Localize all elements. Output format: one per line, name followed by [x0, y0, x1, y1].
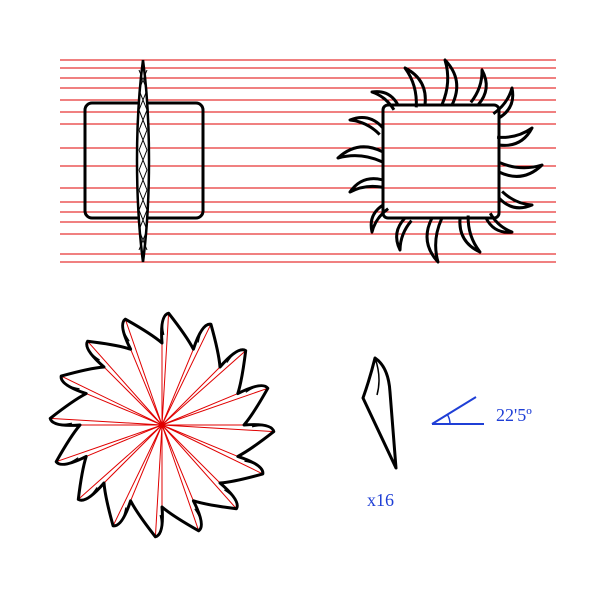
square-tooth	[348, 177, 385, 194]
lattice-line	[138, 169, 148, 191]
radial-line	[161, 387, 268, 426]
angle-icon	[431, 396, 484, 425]
tooth-hook-line	[251, 425, 275, 432]
radial-line	[56, 424, 163, 463]
square-tooth	[403, 66, 427, 108]
radial-line	[161, 424, 274, 433]
tooth-hook-line	[113, 507, 127, 527]
tooth-hook-line	[77, 487, 98, 502]
radial-line	[50, 417, 163, 426]
radial-line	[103, 366, 163, 426]
square-tooth	[458, 215, 482, 254]
lattice-line	[138, 129, 148, 151]
tooth-hook-line	[224, 489, 239, 510]
square-tooth	[484, 212, 514, 234]
radial-line	[161, 424, 264, 475]
radial-line	[161, 393, 238, 426]
angle-label: 22'5º	[496, 405, 532, 425]
square-tooth	[492, 86, 515, 120]
radial-line	[161, 424, 200, 531]
panel-rect-and-blade	[60, 59, 300, 263]
radial-line	[86, 393, 163, 426]
toothed-square-body	[381, 103, 501, 220]
radial-line	[161, 323, 212, 426]
radial-line	[124, 319, 163, 426]
radial-line	[103, 424, 163, 484]
radial-line	[161, 366, 221, 426]
radial-line	[161, 424, 221, 484]
radial-line	[154, 424, 163, 537]
square-teeth	[336, 58, 544, 264]
blade-lattice	[138, 69, 148, 251]
tooth-hook-line	[155, 514, 162, 538]
radial-lines	[50, 313, 274, 537]
square-tooth	[425, 217, 443, 264]
count-label: x16	[367, 490, 394, 510]
tooth-hook-line	[226, 348, 247, 363]
radial-line	[112, 424, 163, 527]
lattice-line	[138, 189, 148, 211]
tooth-hook-line	[49, 418, 73, 425]
tooth-hook-line	[60, 376, 80, 390]
lattice-line	[138, 69, 148, 91]
tooth-hook-line	[197, 323, 211, 343]
tooth-hook-line	[85, 340, 100, 361]
lattice-line	[138, 229, 148, 251]
radial-line	[77, 424, 163, 500]
single-tooth-hook	[374, 357, 380, 396]
guide-lines-left	[60, 59, 300, 263]
square-tooth	[395, 216, 413, 252]
lattice-line	[138, 149, 148, 171]
square-tooth	[369, 203, 390, 234]
square-tooth	[498, 161, 544, 178]
radial-line	[86, 424, 163, 457]
radial-line	[161, 424, 237, 510]
radial-line	[130, 349, 163, 426]
tooth-hook-line	[194, 508, 203, 532]
tooth-hook-line	[244, 460, 264, 474]
saw-tooth-hooks	[49, 312, 275, 538]
tooth-hook-line	[55, 457, 79, 466]
radial-line	[161, 350, 247, 426]
square-tooth	[348, 116, 385, 136]
radial-line	[161, 349, 194, 426]
radial-line	[87, 340, 163, 426]
panel-single-tooth: 22'5º x16	[361, 356, 532, 510]
panel-toothed-square	[300, 58, 556, 264]
lattice-line	[138, 89, 148, 111]
panel-saw-blade	[48, 311, 276, 539]
radial-line	[161, 313, 170, 426]
square-tooth	[370, 90, 400, 111]
square-tooth	[497, 190, 534, 210]
square-tooth	[336, 145, 384, 164]
square-tooth	[440, 58, 459, 106]
radial-line	[161, 424, 238, 457]
radial-line	[161, 424, 194, 501]
square-tooth	[469, 68, 488, 106]
lattice-line	[138, 109, 148, 131]
radial-line	[60, 375, 163, 426]
square-tooth	[496, 126, 534, 147]
lattice-line	[138, 209, 148, 231]
tooth-hook-line	[121, 318, 130, 342]
tooth-hook-line	[162, 312, 169, 336]
radial-line	[130, 424, 163, 501]
tooth-hook-line	[245, 384, 269, 393]
